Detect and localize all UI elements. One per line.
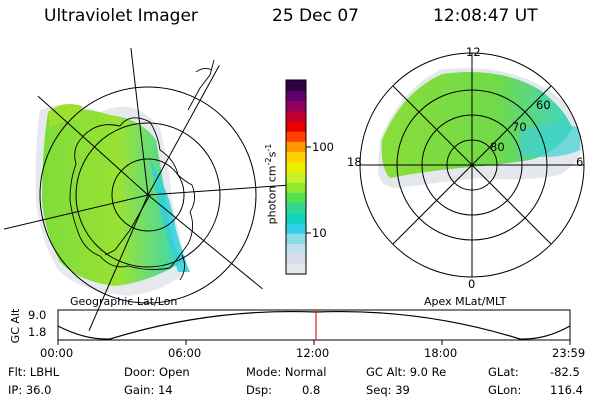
right-map-grid [359, 52, 585, 278]
right-map-image [378, 68, 584, 188]
mlt-label-right: 6 [576, 155, 584, 169]
filter-info: Flt: LBHL [8, 365, 60, 379]
lat-label-60: 60 [536, 98, 551, 112]
colorbar-label-100: 100 [312, 140, 334, 154]
seq-info: Seq: 39 [366, 383, 410, 397]
altitude-ytick-bottom: 1.8 [28, 325, 47, 339]
colorbar-segment [286, 141, 306, 153]
mlt-label-top: 12 [466, 45, 481, 59]
glon-label: GLon: [488, 383, 522, 397]
xtick-4: 23:59 [552, 346, 586, 360]
mlt-label-bottom: 0 [468, 277, 476, 291]
xtick-3: 18:00 [424, 346, 458, 360]
colorbar-segment [286, 212, 306, 224]
colorbar-segment [286, 120, 306, 132]
glat-value: -82.5 [550, 365, 580, 379]
colorbar-segment [286, 100, 306, 112]
date-label: 25 Dec 07 [272, 6, 359, 26]
colorbar-segment [286, 90, 306, 102]
altitude-ylabel: GC Alt [9, 308, 22, 344]
left-map-coastline [69, 59, 215, 281]
xtick-0: 00:00 [40, 346, 74, 360]
colorbar-segment [286, 222, 306, 234]
altitude-ytick-top: 9.0 [28, 308, 47, 322]
colorbar-segment [286, 131, 306, 142]
colorbar-segment [286, 110, 306, 122]
colorbar-segment [286, 151, 306, 163]
glat-label: GLat: [488, 365, 519, 379]
colorbar-segment [286, 243, 306, 255]
colorbar [286, 80, 306, 275]
right-map-caption: Apex MLat/MLT [424, 295, 507, 308]
glon-value: 116.4 [550, 383, 583, 397]
app-title: Ultraviolet Imager [44, 6, 198, 26]
dsp-label: Dsp: [246, 383, 273, 397]
colorbar-frame [285, 79, 307, 275]
colorbar-segment [286, 192, 306, 204]
xtick-2: 12:00 [296, 346, 330, 360]
colorbar-segment [286, 263, 306, 275]
dsp-value: 0.8 [302, 383, 321, 397]
colorbar-segment [286, 182, 306, 193]
lat-label-80: 80 [490, 140, 505, 154]
xtick-1: 06:00 [168, 346, 202, 360]
colorbar-segment [286, 253, 306, 265]
altitude-plot [57, 309, 571, 345]
ip-info: IP: 36.0 [8, 383, 52, 397]
colorbar-segment [286, 233, 306, 244]
colorbar-segment [286, 202, 306, 214]
colorbar-unit-label: photon cm-2s-1 [264, 143, 279, 225]
left-map-caption: Geographic Lat/Lon [70, 295, 178, 308]
mode-info: Mode: Normal [246, 365, 327, 379]
gc-alt-info: GC Alt: 9.0 Re [366, 365, 447, 379]
lat-label-70: 70 [512, 120, 527, 134]
colorbar-segment [286, 171, 306, 183]
colorbar-label-10: 10 [312, 226, 327, 240]
left-map-grid [0, 47, 291, 341]
colorbar-segment [286, 161, 306, 173]
time-label: 12:08:47 UT [433, 6, 538, 26]
colorbar-segment [286, 80, 306, 91]
door-info: Door: Open [124, 365, 190, 379]
gain-info: Gain: 14 [124, 383, 173, 397]
mlt-label-left: 18 [347, 155, 362, 169]
